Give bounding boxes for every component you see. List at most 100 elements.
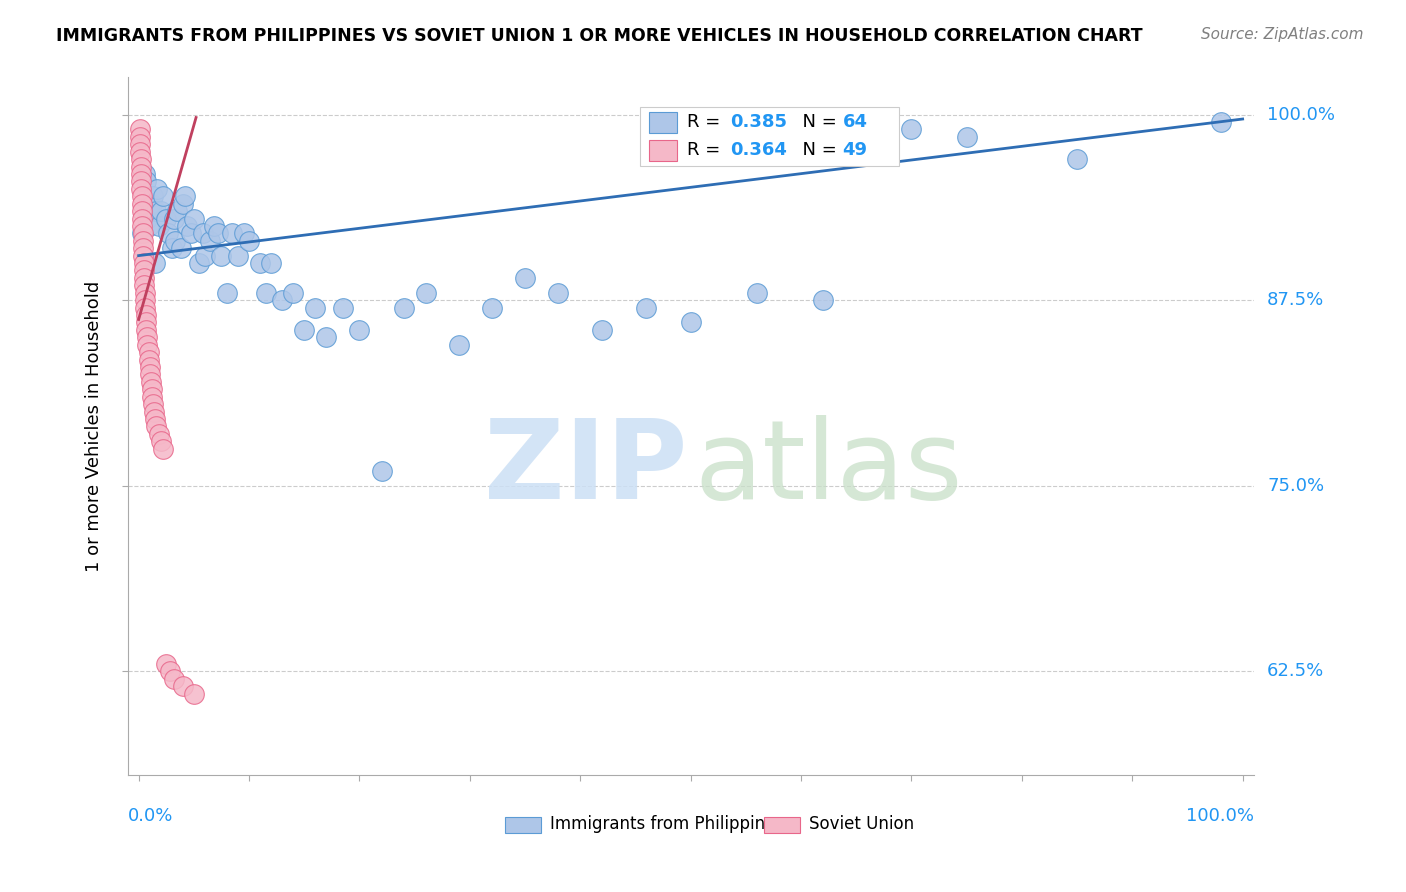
Text: 0.385: 0.385 (730, 113, 787, 131)
Point (128, 122, 150, 136)
Point (129, 174, 152, 188)
Point (152, 189, 174, 203)
Point (188, 256, 211, 270)
Point (128, 129, 150, 144)
Point (160, 241, 183, 255)
Point (132, 227, 155, 241)
Point (547, 285, 569, 300)
Point (202, 219, 225, 233)
Point (134, 285, 156, 300)
Point (136, 330, 159, 344)
Point (157, 227, 180, 241)
Point (132, 249, 155, 263)
Point (191, 227, 214, 241)
Point (159, 665, 181, 679)
Text: 100.0%: 100.0% (1185, 806, 1254, 825)
Point (370, 464, 392, 478)
Point (129, 152, 152, 166)
Point (447, 337, 470, 351)
Point (139, 375, 162, 389)
Text: 0.364: 0.364 (730, 141, 787, 159)
Point (134, 278, 156, 293)
Point (138, 196, 160, 211)
Point (142, 189, 165, 203)
Point (135, 174, 157, 188)
Point (249, 256, 271, 270)
Point (134, 256, 156, 270)
Point (135, 323, 157, 337)
Y-axis label: 1 or more Vehicles in Household: 1 or more Vehicles in Household (86, 281, 103, 572)
Point (636, 301, 658, 315)
Point (136, 211, 159, 226)
Point (165, 234, 187, 248)
FancyBboxPatch shape (763, 817, 800, 832)
Point (254, 285, 277, 300)
Point (132, 241, 155, 255)
Text: 62.5%: 62.5% (1267, 663, 1324, 681)
Point (138, 219, 160, 233)
Point (152, 442, 174, 456)
Text: Soviet Union: Soviet Union (808, 815, 914, 833)
Point (1209, 115, 1232, 129)
Point (194, 249, 217, 263)
Text: Immigrants from Philippines: Immigrants from Philippines (550, 815, 785, 833)
Point (226, 249, 249, 263)
Point (134, 301, 156, 315)
Point (211, 249, 233, 263)
Point (415, 285, 437, 300)
Point (292, 323, 315, 337)
Point (1066, 152, 1088, 166)
Point (679, 315, 702, 329)
Point (131, 211, 153, 226)
Point (129, 160, 152, 174)
Point (128, 145, 150, 159)
Point (172, 679, 194, 693)
Point (956, 129, 979, 144)
Point (221, 227, 243, 241)
Point (134, 293, 156, 308)
FancyBboxPatch shape (650, 112, 678, 133)
Point (200, 234, 222, 248)
Point (148, 219, 170, 233)
Point (141, 196, 163, 211)
Point (128, 137, 150, 152)
Point (138, 352, 160, 367)
FancyBboxPatch shape (640, 107, 898, 166)
Point (135, 308, 157, 322)
Point (238, 234, 260, 248)
Point (149, 434, 172, 449)
Text: R =: R = (688, 141, 727, 159)
Point (149, 204, 172, 219)
Point (591, 323, 613, 337)
Point (143, 404, 166, 418)
Text: atlas: atlas (695, 415, 963, 522)
Point (745, 285, 768, 300)
Point (332, 301, 354, 315)
Point (260, 256, 283, 270)
Point (142, 397, 165, 411)
Point (155, 657, 177, 671)
Point (283, 285, 305, 300)
Point (172, 196, 194, 211)
Point (349, 323, 371, 337)
Point (166, 204, 188, 219)
Point (138, 368, 160, 382)
Point (131, 196, 153, 211)
Point (134, 167, 156, 181)
Point (481, 301, 503, 315)
Point (129, 182, 152, 196)
Point (148, 426, 170, 441)
Point (143, 412, 166, 426)
Point (174, 189, 197, 203)
Text: 75.0%: 75.0% (1267, 477, 1324, 495)
Text: ZIP: ZIP (484, 415, 688, 522)
Point (215, 285, 238, 300)
Point (138, 345, 160, 359)
Point (145, 204, 167, 219)
Point (134, 263, 156, 277)
Point (143, 256, 166, 270)
Point (131, 204, 153, 219)
Point (136, 337, 159, 351)
Point (134, 271, 156, 285)
Point (163, 672, 186, 686)
